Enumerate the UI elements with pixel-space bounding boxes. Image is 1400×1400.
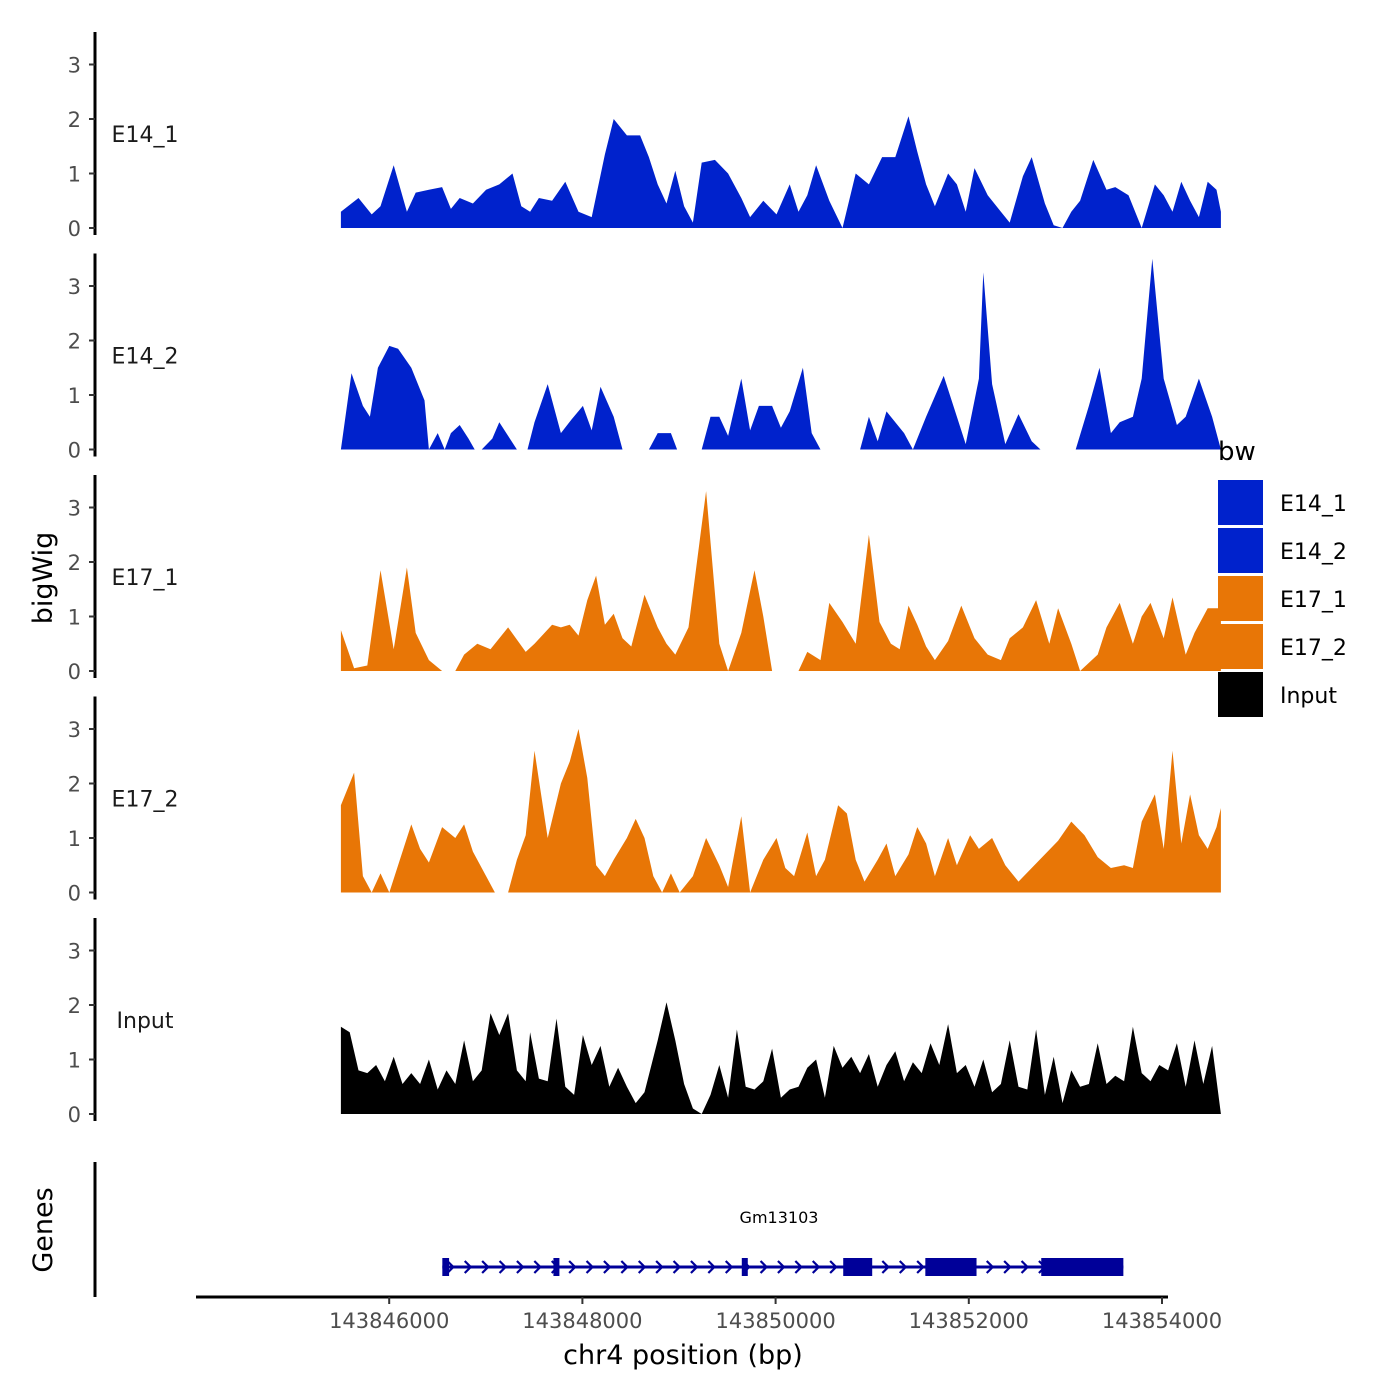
x-tick-label: 143852000 xyxy=(909,1309,1029,1333)
legend-label-E17_1: E17_1 xyxy=(1280,588,1347,613)
y-tick-label: 1 xyxy=(68,606,81,630)
legend-title: bw xyxy=(1218,437,1256,467)
legend-key-E17_1 xyxy=(1218,576,1263,621)
legend: bw E14_1 E14_2 E17_1 E17_2 Input xyxy=(1218,437,1347,717)
legend-label-E14_1: E14_1 xyxy=(1280,492,1347,517)
bigwig-tracks: 0 1 2 3 E14_1 0 1 2 3 E14_2 0 1 2 3 E17_1 0 1 2 3 E17_2 0 1 2 3… xyxy=(68,32,1221,1127)
strand-arrow xyxy=(1003,1260,1012,1274)
legend-label-E14_2: E14_2 xyxy=(1280,540,1347,565)
strand-arrow xyxy=(637,1260,647,1274)
y-tick-label: 0 xyxy=(68,439,81,463)
signal-area-Input xyxy=(340,1002,1221,1114)
strand-arrow xyxy=(516,1260,525,1274)
track-label-E17_2: E17_2 xyxy=(112,788,179,813)
y-tick-label: 2 xyxy=(68,330,81,354)
strand-arrow xyxy=(672,1260,682,1274)
signal-area-E17_2 xyxy=(340,729,1221,893)
y-axis-title: bigWig xyxy=(28,532,59,625)
y-tick-label: 3 xyxy=(68,718,81,742)
legend-label-E17_2: E17_2 xyxy=(1280,636,1347,661)
track-Input: 0 1 2 3 Input xyxy=(68,918,1221,1127)
strand-arrow xyxy=(916,1260,925,1274)
y-tick-label: 2 xyxy=(68,994,81,1018)
legend-key-E14_2 xyxy=(1218,528,1263,573)
legend-key-Input xyxy=(1218,672,1263,717)
legend-key-E14_1 xyxy=(1218,480,1263,525)
x-tick-label: 143846000 xyxy=(329,1309,449,1333)
signal-area-E14_2 xyxy=(340,258,1221,450)
y-tick-label: 2 xyxy=(68,773,81,797)
gene-name-label: Gm13103 xyxy=(740,1208,819,1227)
strand-arrow xyxy=(881,1260,890,1274)
strand-arrow xyxy=(690,1260,699,1274)
genes-axis-title: Genes xyxy=(28,1187,59,1272)
track-E14_1: 0 1 2 3 E14_1 xyxy=(68,32,1221,241)
y-tick-label: 2 xyxy=(68,551,81,575)
y-tick-label: 0 xyxy=(68,660,81,684)
x-axis-title: chr4 position (bp) xyxy=(563,1340,803,1371)
y-tick-label: 3 xyxy=(68,940,81,964)
strand-arrow xyxy=(985,1260,995,1274)
strand-arrow xyxy=(724,1260,734,1274)
strand-arrow xyxy=(603,1260,612,1274)
y-tick-label: 0 xyxy=(68,882,81,906)
y-tick-label: 3 xyxy=(68,275,81,299)
x-tick-label: 143850000 xyxy=(715,1309,835,1333)
track-label-E14_2: E14_2 xyxy=(112,345,179,370)
gene-exon xyxy=(442,1258,450,1276)
track-E17_1: 0 1 2 3 E17_1 xyxy=(68,475,1221,684)
gene-exon xyxy=(925,1258,977,1276)
strand-arrow xyxy=(794,1260,803,1274)
strand-arrow xyxy=(446,1260,455,1274)
strand-arrow xyxy=(498,1260,508,1274)
y-tick-label: 2 xyxy=(68,108,81,132)
x-tick-label: 143854000 xyxy=(1102,1309,1222,1333)
signal-area-E17_1 xyxy=(340,491,1221,671)
y-tick-label: 0 xyxy=(68,217,81,241)
track-label-Input: Input xyxy=(117,1009,174,1034)
y-tick-label: 1 xyxy=(68,384,81,408)
genes-track: Gm13103 xyxy=(93,1162,1124,1297)
y-tick-label: 1 xyxy=(68,1049,81,1073)
strand-arrow xyxy=(568,1260,577,1274)
legend-key-E17_2 xyxy=(1218,624,1263,669)
gene-exon xyxy=(553,1258,560,1276)
strand-arrow xyxy=(463,1260,473,1274)
legend-label-Input: Input xyxy=(1280,684,1337,709)
track-E14_2: 0 1 2 3 E14_2 xyxy=(68,253,1221,463)
strand-arrow xyxy=(655,1260,664,1274)
strand-arrow xyxy=(777,1260,786,1274)
track-E17_2: 0 1 2 3 E17_2 xyxy=(68,696,1221,906)
track-label-E17_1: E17_1 xyxy=(112,566,179,591)
strand-arrow xyxy=(898,1260,908,1274)
strand-arrow xyxy=(585,1260,595,1274)
y-tick-label: 3 xyxy=(68,54,81,78)
gene-exon xyxy=(843,1258,873,1276)
y-tick-label: 1 xyxy=(68,827,81,851)
strand-arrow xyxy=(481,1260,490,1274)
strand-arrow xyxy=(829,1260,838,1274)
y-tick-label: 3 xyxy=(68,497,81,521)
strand-arrow xyxy=(620,1260,629,1274)
strand-arrow xyxy=(811,1260,821,1274)
strand-arrow xyxy=(759,1260,769,1274)
gene-exon xyxy=(1041,1258,1124,1276)
signal-area-E14_1 xyxy=(340,116,1221,228)
y-tick-label: 1 xyxy=(68,163,81,187)
strand-arrow xyxy=(707,1260,716,1274)
y-tick-label: 0 xyxy=(68,1103,81,1127)
x-tick-label: 143848000 xyxy=(522,1309,642,1333)
strand-arrow xyxy=(1020,1260,1030,1274)
strand-arrow xyxy=(533,1260,542,1274)
gene-exon xyxy=(741,1258,748,1276)
x-axis: 143846000 143848000 143850000 143852000 1438… xyxy=(196,1295,1222,1333)
track-label-E14_1: E14_1 xyxy=(112,123,179,148)
